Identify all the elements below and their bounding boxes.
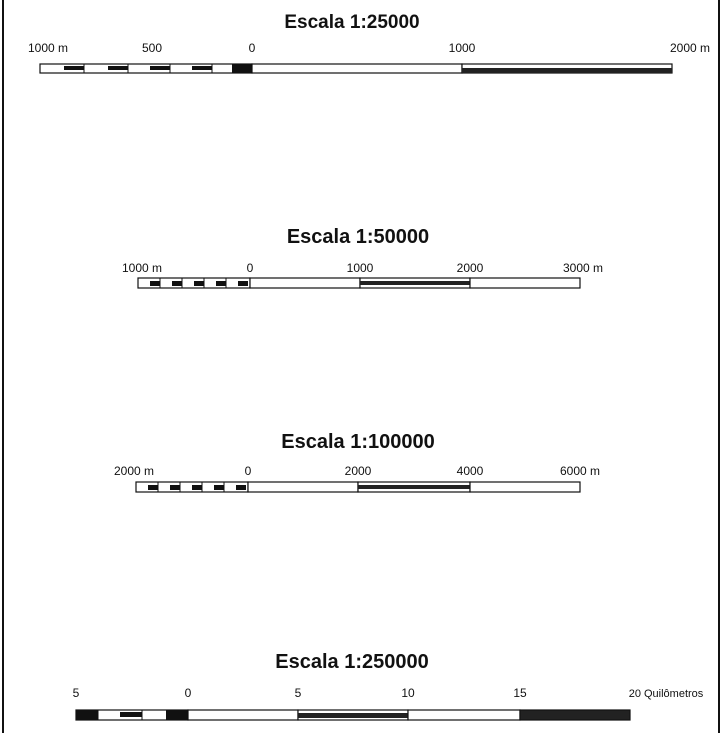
scale-segment — [469, 277, 581, 289]
scale-segment — [469, 481, 581, 493]
scale-segment-fill — [298, 713, 408, 718]
scale-title: Escala 1:250000 — [275, 651, 428, 673]
scale-segment-fill — [360, 281, 470, 285]
scale-title: Escala 1:50000 — [287, 226, 429, 248]
tick-label: 6000 m — [560, 464, 600, 478]
tick-label: 0 — [249, 41, 256, 55]
tick-label: 1000 m — [28, 41, 68, 55]
tick-label: 0 — [247, 261, 254, 275]
scale-segment-fill — [462, 68, 672, 73]
scale-segment — [247, 481, 359, 493]
tick-label: 0 — [185, 686, 192, 700]
scale-bar-1-250000: Escala 1:250000 5 0 5 10 15 20 Quilômetr… — [73, 651, 704, 721]
scale-segment — [519, 709, 631, 721]
scale-bar-1-50000: Escala 1:50000 1000 m 0 1000 2000 3000 m — [122, 226, 603, 289]
tick-label: 0 — [245, 464, 252, 478]
tick-label: 20 Quilômetros — [629, 688, 704, 700]
scale-subdivisions — [39, 63, 253, 74]
tick-label: 2000 — [345, 464, 372, 478]
tick-label: 2000 m — [114, 464, 154, 478]
tick-label: 2000 m — [670, 41, 710, 55]
tick-label: 1000 — [449, 41, 476, 55]
scale-segment-fill — [358, 485, 470, 489]
tick-label: 1000 m — [122, 261, 162, 275]
tick-label: 2000 — [457, 261, 484, 275]
tick-label: 5 — [73, 686, 80, 700]
scale-subdivisions — [137, 277, 251, 289]
tick-label: 15 — [513, 686, 527, 700]
tick-label: 500 — [142, 41, 162, 55]
tick-label: 4000 — [457, 464, 484, 478]
scale-segment — [251, 63, 463, 74]
tick-label: 5 — [295, 686, 302, 700]
scale-segment — [249, 277, 361, 289]
tick-label: 3000 m — [563, 261, 603, 275]
scale-segment — [407, 709, 521, 721]
tick-label: 1000 — [347, 261, 374, 275]
scale-subdivisions — [135, 481, 249, 493]
scale-title: Escala 1:100000 — [281, 431, 434, 453]
scale-segment — [187, 709, 299, 721]
scale-subdivisions — [75, 709, 189, 721]
scale-title: Escala 1:25000 — [284, 12, 419, 33]
tick-label: 10 — [401, 686, 415, 700]
scale-bar-1-100000: Escala 1:100000 2000 m 0 2000 4000 6000 … — [114, 431, 600, 493]
scale-bar-1-25000: Escala 1:25000 1000 m 500 0 1000 2000 m — [28, 12, 710, 74]
